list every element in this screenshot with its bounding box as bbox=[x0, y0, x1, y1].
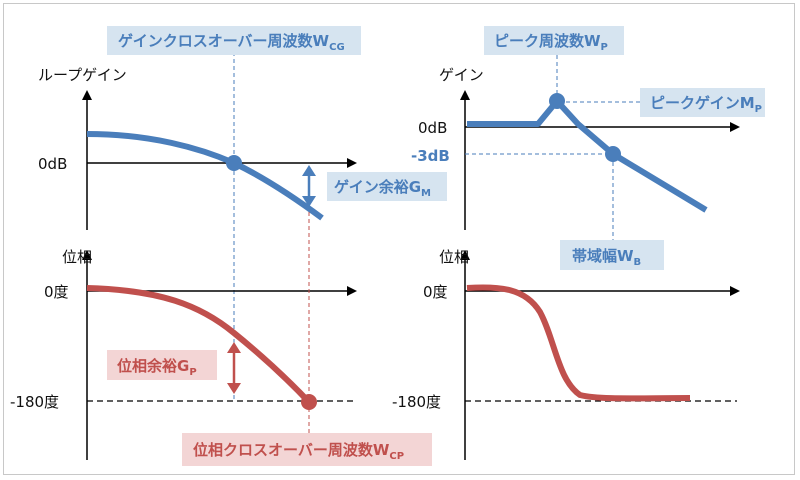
bandwidth-label: 帯域幅WB bbox=[572, 247, 641, 268]
figure-frame bbox=[3, 3, 795, 475]
bandwidth-label-box bbox=[560, 240, 664, 270]
left-phase-zero-label: 0度 bbox=[44, 283, 69, 301]
right-gain-minus3-label: -3dB bbox=[411, 147, 450, 165]
left-phase-curve bbox=[86, 285, 312, 405]
bandwidth-point bbox=[605, 146, 621, 162]
phase-margin-arrowhead-up bbox=[227, 342, 241, 353]
right-phase-curve bbox=[466, 284, 691, 402]
phase-margin-arrowhead-down bbox=[227, 383, 241, 394]
right-phase-zero-label: 0度 bbox=[423, 283, 448, 301]
gain-margin-arrowhead-down bbox=[302, 196, 316, 207]
phase-margin-label-box bbox=[107, 350, 217, 380]
left-gain-zero-label: 0dB bbox=[38, 155, 67, 173]
phase-margin-label: 位相余裕GP bbox=[117, 357, 197, 378]
left-gain-plot: ループゲイン 0dB ゲインクロスオーバー周波数WCG ゲイン余裕GM bbox=[38, 26, 447, 400]
peak-gain-label: ピークゲインMP bbox=[650, 94, 762, 115]
phase-crossover-label-box bbox=[182, 433, 432, 466]
gain-crossover-point bbox=[226, 155, 242, 171]
gain-crossover-label: ゲインクロスオーバー周波数WCG bbox=[118, 32, 345, 53]
gain-margin-arrowhead-up bbox=[302, 165, 316, 176]
gain-margin-label: ゲイン余裕GM bbox=[334, 178, 431, 199]
gain-margin-label-box bbox=[327, 172, 447, 201]
phase-crossover-label: 位相クロスオーバー周波数WCP bbox=[193, 441, 404, 462]
peak-point bbox=[549, 93, 565, 109]
gain-crossover-label-box bbox=[107, 26, 361, 55]
right-phase-neg180-label: -180度 bbox=[392, 393, 441, 411]
peak-gain-label-box bbox=[640, 88, 765, 117]
right-gain-y-label: ゲイン bbox=[439, 66, 484, 84]
left-phase-plot: 位相 0度 -180度 位相余裕GP 位相クロスオーバー周波数WCP bbox=[10, 212, 432, 466]
right-phase-plot: 位相 0度 -180度 bbox=[392, 248, 740, 460]
right-phase-y-label: 位相 bbox=[439, 248, 469, 266]
peak-freq-label-box bbox=[484, 26, 624, 55]
left-gain-y-label: ループゲイン bbox=[38, 66, 127, 84]
right-gain-plot: ゲイン 0dB -3dB ピーク周波数WP ピークゲインMP 帯域幅WB bbox=[411, 26, 765, 270]
right-gain-curve bbox=[467, 98, 708, 213]
left-gain-curve bbox=[86, 131, 324, 221]
peak-freq-label: ピーク周波数WP bbox=[494, 32, 608, 53]
left-phase-neg180-label: -180度 bbox=[10, 393, 59, 411]
phase-crossover-point bbox=[301, 394, 317, 410]
left-phase-y-label: 位相 bbox=[62, 248, 92, 266]
right-gain-zero-label: 0dB bbox=[418, 119, 447, 137]
